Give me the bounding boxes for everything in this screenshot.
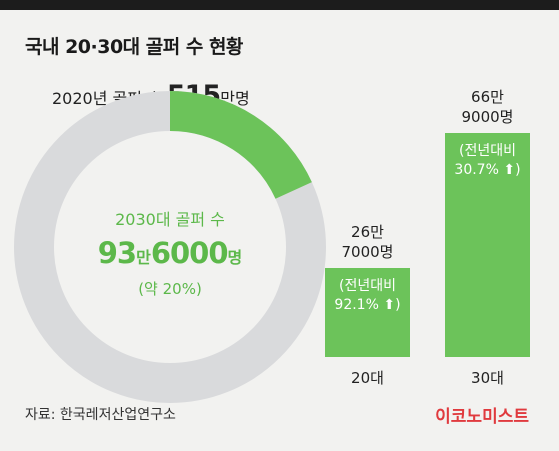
donut-center-value: 93만6000명 bbox=[50, 236, 290, 270]
bar-20s-category: 20대 bbox=[351, 369, 384, 387]
donut-center-share: (약 20%) bbox=[138, 280, 202, 298]
center-unit-a: 만 bbox=[136, 248, 151, 267]
center-unit-b: 명 bbox=[227, 248, 243, 267]
bar-20s-value: 26만 7000명 bbox=[315, 222, 420, 262]
bar-30s-change-value: 30.7% bbox=[454, 162, 499, 178]
bar-30s-value: 66만 9000명 bbox=[435, 87, 540, 127]
bar-30s-value-line2: 9000명 bbox=[461, 108, 514, 126]
bar-20s-change: (전년대비 92.1% ⬆) bbox=[325, 277, 410, 315]
bar-30s-change: (전년대비 30.7% ⬆) bbox=[445, 142, 530, 180]
bar-20s-value-line2: 7000명 bbox=[341, 242, 394, 261]
bar-30s-change-line1: (전년대비 bbox=[459, 143, 516, 159]
bar-20s-change-value: 92.1% bbox=[334, 296, 379, 313]
bar-20s-change-line1: (전년대비 bbox=[339, 277, 396, 294]
bar-30s bbox=[445, 133, 530, 357]
bar-30s-value-line1: 66만 bbox=[471, 88, 504, 106]
bar-30s-change-line2-row: 30.7% ⬆) bbox=[454, 162, 521, 178]
bar-20s-value-line1: 26만 bbox=[351, 222, 384, 241]
center-value-a: 93 bbox=[97, 236, 137, 270]
bar-30s-category: 30대 bbox=[471, 369, 504, 387]
center-value-b: 6000 bbox=[150, 236, 229, 270]
donut-center-label: 2030대 골퍼 수 bbox=[115, 210, 225, 229]
bar-20s-change-line2-row: 92.1% ⬆) bbox=[334, 296, 401, 313]
up-arrow-icon: ⬆ bbox=[383, 296, 396, 313]
brand-logo: 이코노미스트 bbox=[435, 407, 529, 427]
bottom-bar bbox=[0, 441, 559, 451]
chart-title: 국내 20·30대 골퍼 수 현황 bbox=[25, 36, 243, 58]
donut-slice-2030 bbox=[169, 91, 312, 200]
bar-20s bbox=[325, 267, 410, 357]
source-note: 자료: 한국레저산업연구소 bbox=[25, 407, 176, 423]
up-arrow-icon: ⬆ bbox=[503, 162, 516, 178]
top-bar bbox=[0, 0, 559, 10]
